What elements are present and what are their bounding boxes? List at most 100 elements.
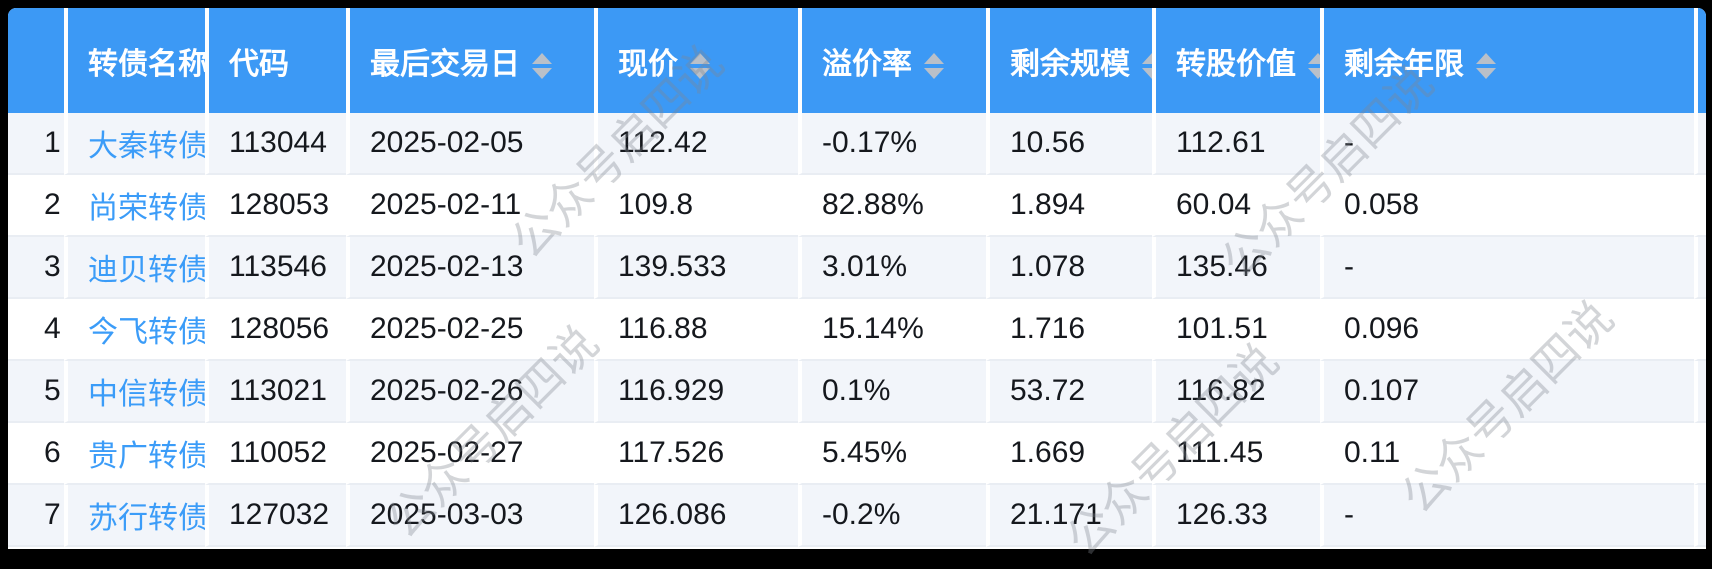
- column-header-name: 转债名称: [64, 8, 205, 113]
- cell-spacer: [1694, 175, 1706, 237]
- cell-last_trade_date: 2025-02-27: [346, 423, 594, 485]
- cell-premium_rate: -0.2%: [798, 485, 986, 547]
- bond-name-link[interactable]: 大秦转债: [88, 130, 205, 163]
- column-header-label: 剩余年限: [1344, 47, 1464, 81]
- bond-name-link[interactable]: 贵广转债: [88, 440, 205, 473]
- cell-remaining_size: 10.56: [986, 113, 1152, 175]
- cell-remaining_size: 1.716: [986, 299, 1152, 361]
- cell-spacer: [1694, 361, 1706, 423]
- sort-down-icon: [924, 67, 944, 79]
- cell-remaining_years: -: [1320, 113, 1694, 175]
- column-header-label: 代码: [229, 47, 289, 81]
- cell-price: 116.88: [594, 299, 798, 361]
- table-row: 1 大秦转债 113044 2025-02-05 112.42 -0.17% 10.56 11…: [8, 113, 1706, 175]
- sort-arrows-icon[interactable]: [690, 52, 710, 79]
- cell-conversion_value: 126.33: [1152, 485, 1320, 547]
- column-header-label: 转股价值: [1176, 47, 1296, 81]
- cell-remaining_years: 0.107: [1320, 361, 1694, 423]
- table-header: 转债名称 代码 最后交易日 现价 溢价率 剩余规模 转股价值 剩余年限: [8, 8, 1706, 113]
- cell-remaining_size: 21.171: [986, 485, 1152, 547]
- table-row: 6 贵广转债 110052 2025-02-27 117.526 5.45% 1.669 11…: [8, 423, 1706, 485]
- cell-index: 2: [8, 175, 64, 237]
- column-header-index: [8, 8, 64, 113]
- column-header-label: 转债名称: [88, 47, 205, 81]
- cell-remaining_size: 1.078: [986, 237, 1152, 299]
- cell-spacer: [1694, 237, 1706, 299]
- sort-arrows-icon[interactable]: [532, 52, 552, 79]
- sort-arrows-icon[interactable]: [1476, 52, 1496, 79]
- cell-last_trade_date: 2025-02-05: [346, 113, 594, 175]
- cell-premium_rate: 0.1%: [798, 361, 986, 423]
- cell-conversion_value: 112.61: [1152, 113, 1320, 175]
- convertible-bonds-table: 转债名称 代码 最后交易日 现价 溢价率 剩余规模 转股价值 剩余年限 1 大秦转债 113044…: [8, 8, 1706, 547]
- column-header-label: 最后交易日: [370, 47, 520, 81]
- cell-price: 117.526: [594, 423, 798, 485]
- cell-conversion_value: 101.51: [1152, 299, 1320, 361]
- cell-remaining_size: 53.72: [986, 361, 1152, 423]
- column-header-label: 现价: [618, 47, 678, 81]
- column-header-last_trade_date[interactable]: 最后交易日: [346, 8, 594, 113]
- cell-code: 127032: [205, 485, 346, 547]
- cell-spacer: [1694, 299, 1706, 361]
- sort-arrows-icon[interactable]: [924, 52, 944, 79]
- table-row: 5 中信转债 113021 2025-02-26 116.929 0.1% 53.72 116…: [8, 361, 1706, 423]
- cell-remaining_years: -: [1320, 237, 1694, 299]
- convertible-bonds-panel: 转债名称 代码 最后交易日 现价 溢价率 剩余规模 转股价值 剩余年限 1 大秦转债 113044…: [8, 8, 1706, 549]
- column-header-label: 溢价率: [822, 47, 912, 81]
- cell-index: 7: [8, 485, 64, 547]
- table-row: 2 尚荣转债 128053 2025-02-11 109.8 82.88% 1.894 60.…: [8, 175, 1706, 237]
- sort-arrows-icon[interactable]: [1308, 52, 1320, 79]
- sort-down-icon: [1142, 67, 1152, 79]
- cell-name: 中信转债: [64, 361, 205, 423]
- cell-remaining_years: -: [1320, 485, 1694, 547]
- column-header-conversion_value[interactable]: 转股价值: [1152, 8, 1320, 113]
- sort-arrows-icon[interactable]: [1142, 52, 1152, 79]
- cell-remaining_size: 1.894: [986, 175, 1152, 237]
- cell-name: 大秦转债: [64, 113, 205, 175]
- sort-up-icon: [690, 52, 710, 64]
- column-header-remaining_size[interactable]: 剩余规模: [986, 8, 1152, 113]
- cell-index: 6: [8, 423, 64, 485]
- table-row: 3 迪贝转债 113546 2025-02-13 139.533 3.01% 1.078 13…: [8, 237, 1706, 299]
- cell-last_trade_date: 2025-02-25: [346, 299, 594, 361]
- cell-last_trade_date: 2025-02-11: [346, 175, 594, 237]
- cell-last_trade_date: 2025-02-26: [346, 361, 594, 423]
- cell-remaining_years: 0.058: [1320, 175, 1694, 237]
- column-header-remaining_years[interactable]: 剩余年限: [1320, 8, 1694, 113]
- cell-conversion_value: 135.46: [1152, 237, 1320, 299]
- cell-name: 苏行转债: [64, 485, 205, 547]
- header-row: 转债名称 代码 最后交易日 现价 溢价率 剩余规模 转股价值 剩余年限: [8, 8, 1706, 113]
- cell-price: 112.42: [594, 113, 798, 175]
- column-header-label: 剩余规模: [1010, 47, 1130, 81]
- sort-up-icon: [532, 52, 552, 64]
- bond-name-link[interactable]: 中信转债: [88, 378, 205, 411]
- table-body: 1 大秦转债 113044 2025-02-05 112.42 -0.17% 10.56 11…: [8, 113, 1706, 547]
- cell-code: 110052: [205, 423, 346, 485]
- cell-remaining_years: 0.096: [1320, 299, 1694, 361]
- column-header-premium_rate[interactable]: 溢价率: [798, 8, 986, 113]
- cell-premium_rate: 3.01%: [798, 237, 986, 299]
- bond-name-link[interactable]: 今飞转债: [88, 316, 205, 349]
- cell-code: 113546: [205, 237, 346, 299]
- cell-code: 128056: [205, 299, 346, 361]
- cell-premium_rate: 15.14%: [798, 299, 986, 361]
- cell-conversion_value: 111.45: [1152, 423, 1320, 485]
- column-header-price[interactable]: 现价: [594, 8, 798, 113]
- cell-spacer: [1694, 113, 1706, 175]
- cell-price: 109.8: [594, 175, 798, 237]
- cell-index: 1: [8, 113, 64, 175]
- sort-down-icon: [690, 67, 710, 79]
- bond-name-link[interactable]: 尚荣转债: [88, 192, 205, 225]
- table-row: 4 今飞转债 128056 2025-02-25 116.88 15.14% 1.716 10…: [8, 299, 1706, 361]
- sort-up-icon: [1142, 52, 1152, 64]
- cell-spacer: [1694, 485, 1706, 547]
- sort-down-icon: [1476, 67, 1496, 79]
- cell-last_trade_date: 2025-03-03: [346, 485, 594, 547]
- bond-name-link[interactable]: 迪贝转债: [88, 254, 205, 287]
- sort-up-icon: [924, 52, 944, 64]
- cell-name: 尚荣转债: [64, 175, 205, 237]
- bond-name-link[interactable]: 苏行转债: [88, 502, 205, 535]
- cell-conversion_value: 60.04: [1152, 175, 1320, 237]
- cell-index: 5: [8, 361, 64, 423]
- column-header-code: 代码: [205, 8, 346, 113]
